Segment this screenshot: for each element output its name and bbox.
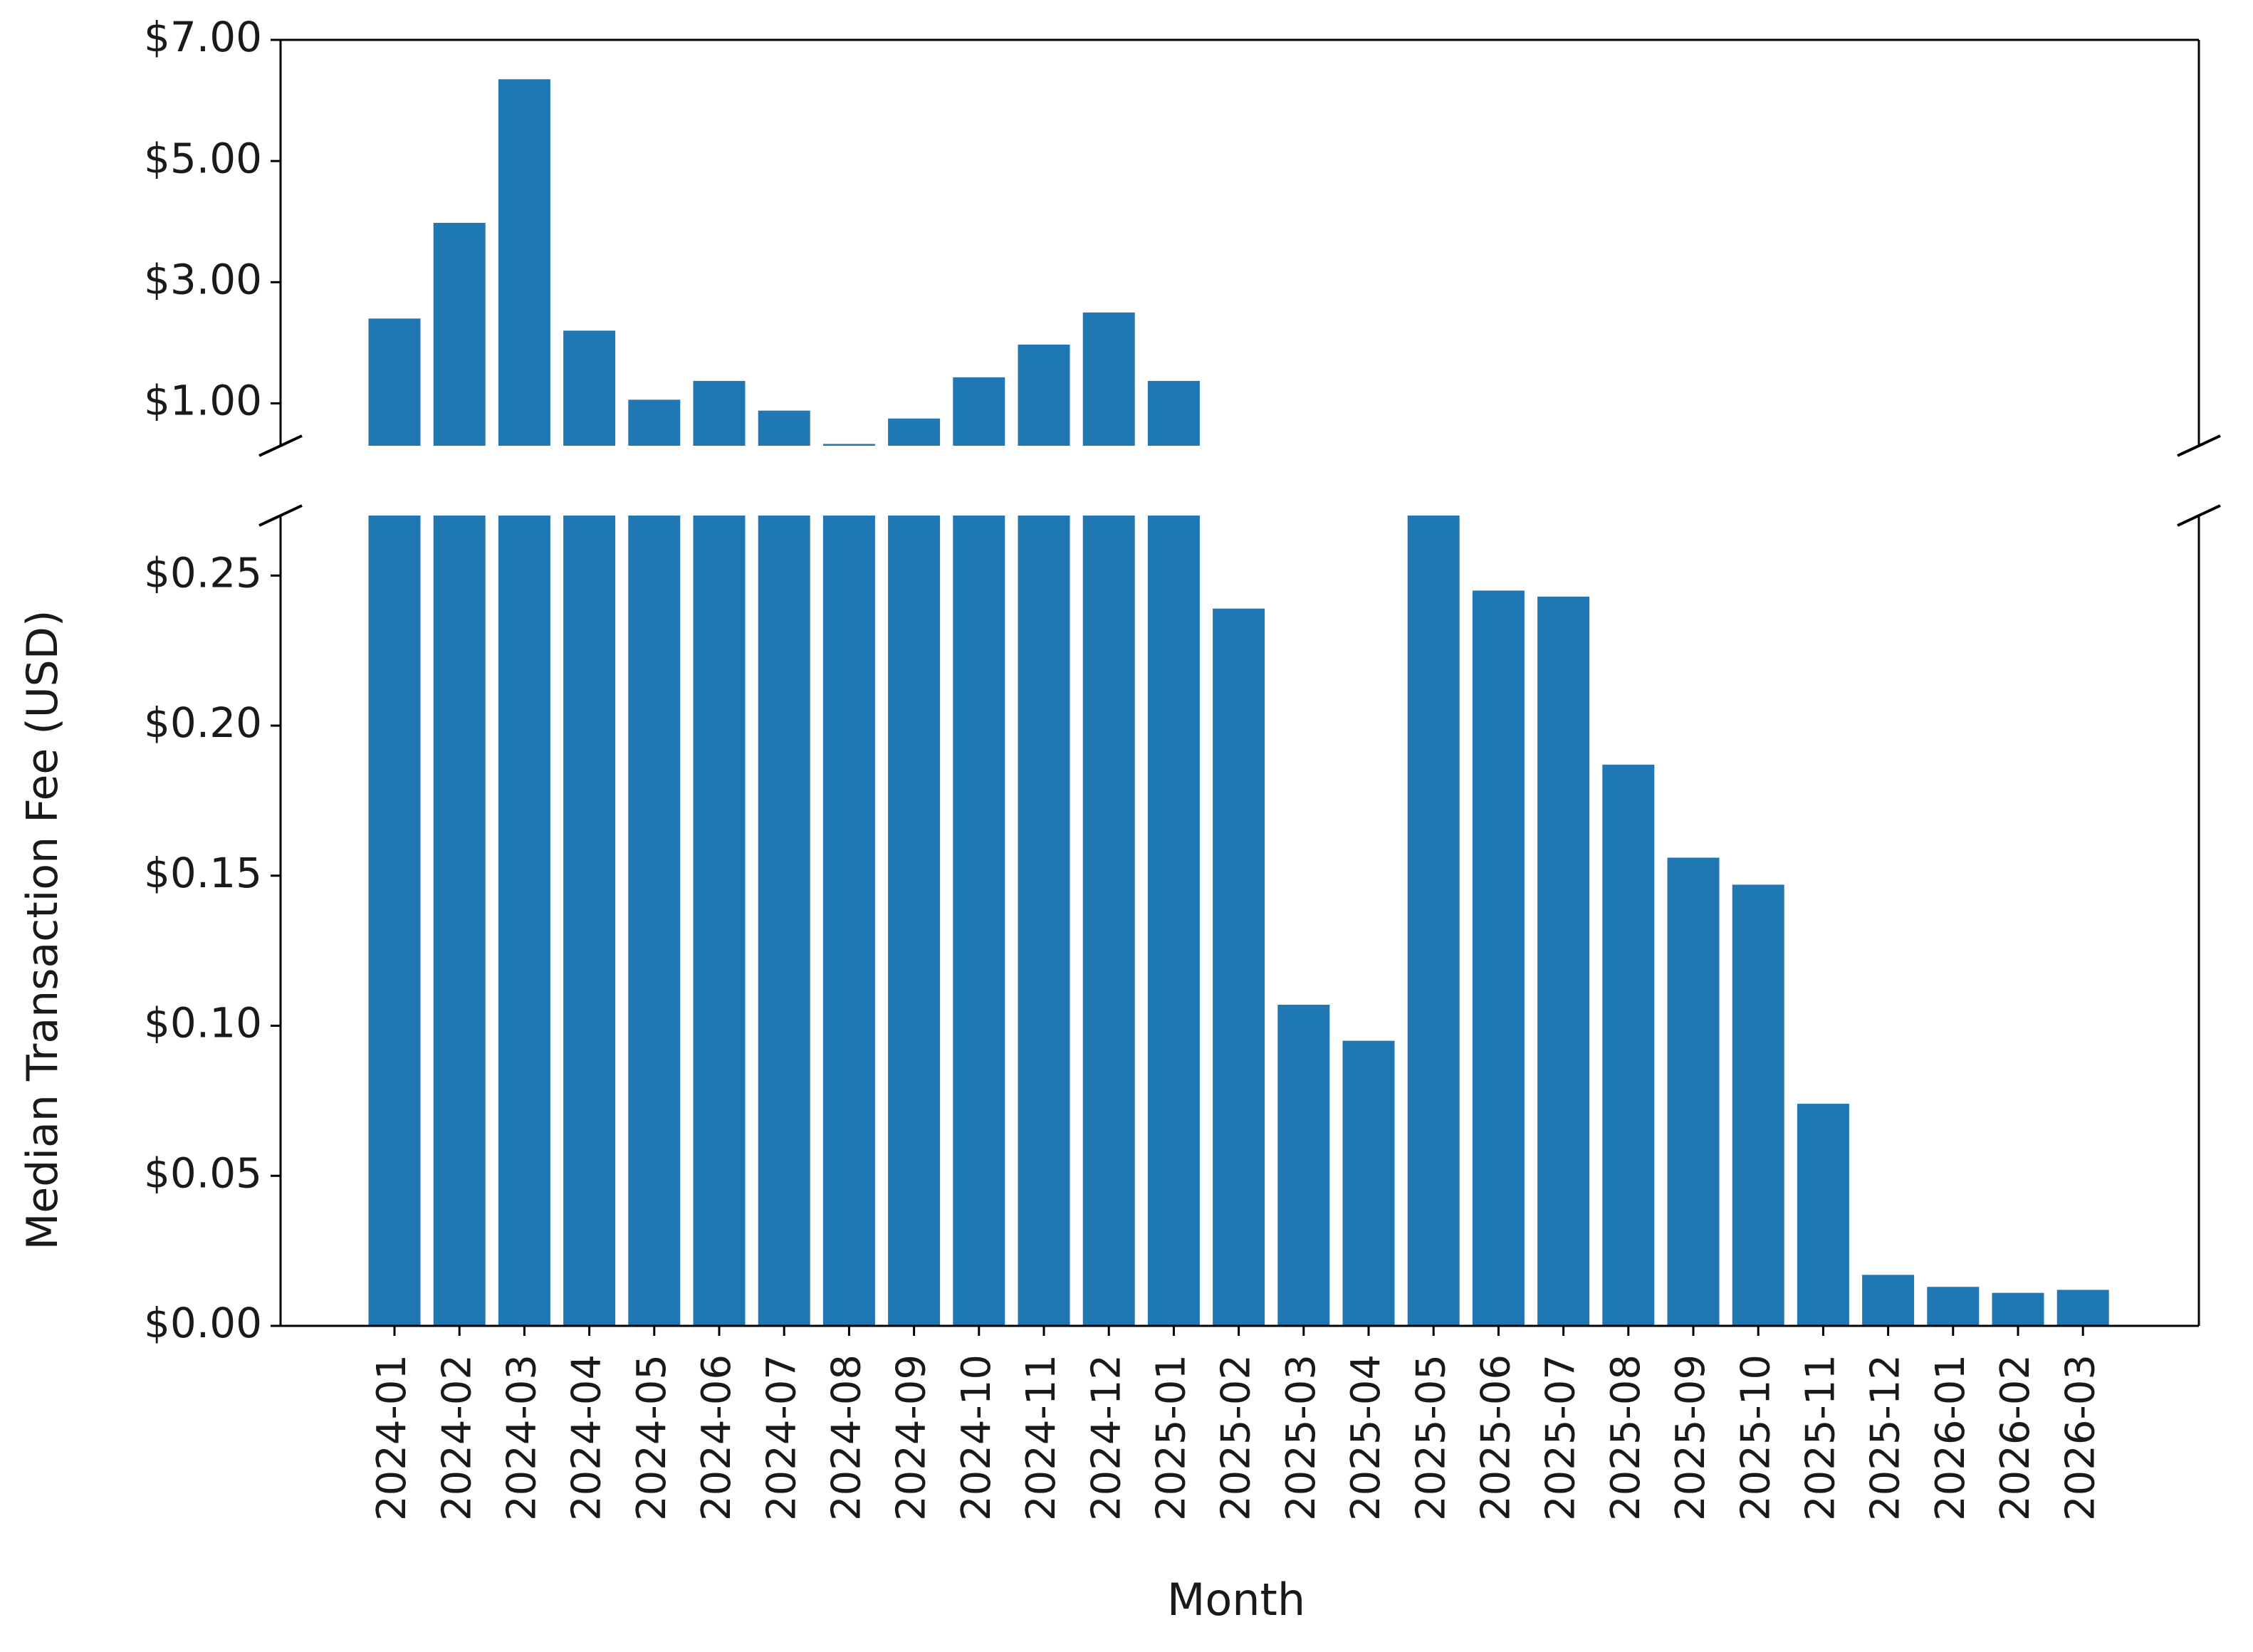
x-axis-label: Month — [1167, 1574, 1305, 1626]
bar-upper-2024-06 — [693, 380, 746, 446]
x-tick-label: 2024-05 — [629, 1354, 675, 1521]
x-tick-label: 2026-02 — [1992, 1354, 2039, 1521]
bar-lower-2024-04 — [563, 516, 616, 1326]
x-tick-label: 2025-11 — [1798, 1354, 1844, 1521]
bar-lower-2025-01 — [1147, 516, 1200, 1326]
y-tick-label-upper: $1.00 — [144, 377, 262, 425]
bar-lower-2025-03 — [1277, 1005, 1330, 1326]
x-tick-label: 2025-09 — [1668, 1354, 1714, 1521]
x-tick-label: 2024-08 — [824, 1354, 870, 1521]
x-tick-label: 2025-04 — [1343, 1354, 1389, 1521]
bar-upper-2024-09 — [888, 418, 941, 446]
y-tick-label-lower: $0.15 — [144, 849, 262, 897]
bar-lower-2024-06 — [693, 516, 746, 1326]
x-tick-label: 2024-01 — [369, 1354, 415, 1521]
bar-lower-2024-07 — [758, 516, 810, 1326]
x-tick-label: 2026-01 — [1928, 1354, 1974, 1521]
bar-lower-2025-11 — [1797, 1104, 1849, 1326]
axis-break-mark — [2177, 434, 2221, 457]
chart-ticks: 2024-01 2024-02 2024-03 2024-04 2024-05 2024-… — [144, 13, 2103, 1521]
bar-upper-2024-10 — [953, 377, 1005, 446]
bar-lower-2026-03 — [2056, 1290, 2109, 1326]
bar-lower-2025-09 — [1667, 857, 1720, 1326]
x-tick-label: 2025-12 — [1863, 1354, 1909, 1521]
bar-upper-2024-05 — [628, 399, 681, 446]
y-tick-label-lower: $0.20 — [144, 699, 262, 747]
lower-panel-bars — [368, 516, 2109, 1326]
y-tick-label-lower: $0.00 — [144, 1299, 262, 1347]
x-tick-label: 2024-09 — [889, 1354, 935, 1521]
y-tick-label-upper: $7.00 — [144, 13, 262, 61]
y-axis-label: Median Transaction Fee (USD) — [18, 610, 68, 1250]
x-tick-label: 2025-01 — [1149, 1354, 1195, 1521]
bar-lower-2025-05 — [1407, 516, 1460, 1326]
bar-upper-2024-02 — [433, 222, 486, 446]
y-tick-label-lower: $0.05 — [144, 1149, 262, 1197]
bar-lower-2024-02 — [433, 516, 486, 1326]
bar-lower-2024-10 — [953, 516, 1005, 1326]
x-tick-label: 2025-02 — [1213, 1354, 1260, 1521]
x-tick-label: 2025-05 — [1408, 1354, 1454, 1521]
bar-upper-2024-12 — [1082, 312, 1135, 446]
bar-lower-2025-12 — [1862, 1275, 1915, 1326]
x-tick-label: 2026-03 — [2057, 1354, 2103, 1521]
bar-upper-2024-11 — [1018, 344, 1070, 446]
bar-lower-2024-11 — [1018, 516, 1070, 1326]
bar-upper-2025-01 — [1147, 380, 1200, 446]
x-tick-label: 2024-03 — [499, 1354, 545, 1521]
x-tick-label: 2024-07 — [758, 1354, 805, 1521]
bar-lower-2025-06 — [1472, 590, 1525, 1326]
x-tick-label: 2024-11 — [1018, 1354, 1065, 1521]
bar-upper-2024-07 — [758, 410, 810, 446]
bar-lower-2025-10 — [1732, 884, 1784, 1326]
x-tick-label: 2025-10 — [1732, 1354, 1779, 1521]
bar-upper-2024-04 — [563, 330, 616, 446]
x-tick-label: 2025-06 — [1473, 1354, 1520, 1521]
axis-break-mark — [258, 504, 303, 527]
bar-lower-2026-02 — [1992, 1292, 2044, 1326]
bar-lower-2025-08 — [1602, 764, 1655, 1326]
x-tick-label: 2025-08 — [1603, 1354, 1649, 1521]
bar-lower-2025-07 — [1537, 596, 1590, 1326]
x-tick-label: 2024-02 — [434, 1354, 480, 1521]
bar-lower-2024-08 — [822, 516, 875, 1326]
y-tick-label-lower: $0.25 — [144, 548, 262, 597]
y-tick-label-lower: $0.10 — [144, 999, 262, 1047]
bar-lower-2025-04 — [1342, 1040, 1395, 1326]
y-tick-label-upper: $3.00 — [144, 255, 262, 303]
bar-lower-2024-12 — [1082, 516, 1135, 1326]
x-tick-label: 2024-06 — [694, 1354, 740, 1521]
x-tick-label: 2024-10 — [953, 1354, 1000, 1521]
x-tick-label: 2024-12 — [1083, 1354, 1129, 1521]
bar-upper-2024-08 — [822, 444, 875, 446]
y-tick-label-upper: $5.00 — [144, 134, 262, 182]
axis-break-mark — [258, 434, 303, 457]
bar-lower-2024-09 — [888, 516, 941, 1326]
bar-upper-2024-01 — [368, 318, 421, 446]
x-tick-label: 2025-03 — [1278, 1354, 1324, 1521]
bar-lower-2024-03 — [498, 516, 550, 1326]
upper-panel-bars — [368, 79, 1200, 446]
bar-lower-2024-01 — [368, 516, 421, 1326]
bar-upper-2024-03 — [498, 79, 550, 446]
bar-lower-2025-02 — [1213, 608, 1265, 1326]
x-tick-label: 2025-07 — [1538, 1354, 1584, 1521]
axis-break-mark — [2177, 504, 2221, 527]
x-tick-label: 2024-04 — [564, 1354, 610, 1521]
bar-lower-2024-05 — [628, 516, 681, 1326]
bar-lower-2026-01 — [1927, 1287, 1980, 1326]
